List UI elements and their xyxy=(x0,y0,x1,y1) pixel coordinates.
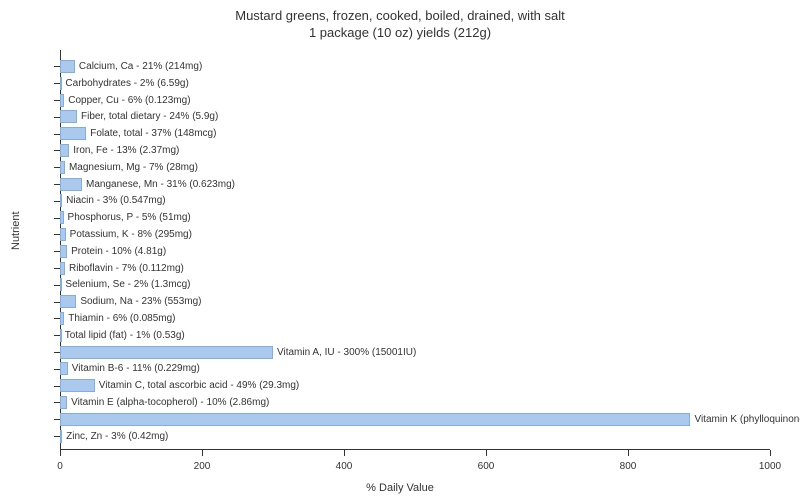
x-axis-label: % Daily Value xyxy=(366,482,434,494)
bar-row: Folate, total - 37% (148mcg) xyxy=(60,125,770,142)
nutrient-bar-label: Folate, total - 37% (148mcg) xyxy=(90,127,216,140)
nutrient-bar-label: Vitamin A, IU - 300% (15001IU) xyxy=(277,346,416,359)
x-tick-label: 800 xyxy=(620,461,637,472)
bar-row: Total lipid (fat) - 1% (0.53g) xyxy=(60,327,770,344)
nutrient-bar xyxy=(60,211,64,224)
bar-row: Thiamin - 6% (0.085mg) xyxy=(60,310,770,327)
bar-row: Vitamin B-6 - 11% (0.229mg) xyxy=(60,360,770,377)
nutrient-bar xyxy=(60,312,64,325)
plot-area: Calcium, Ca - 21% (214mg) Carbohydrates -… xyxy=(60,50,770,450)
bar-row: Magnesium, Mg - 7% (28mg) xyxy=(60,159,770,176)
chart-title: Mustard greens, frozen, cooked, boiled, … xyxy=(0,0,800,42)
nutrient-bar-label: Manganese, Mn - 31% (0.623mg) xyxy=(86,178,235,191)
x-tick xyxy=(60,450,61,456)
nutrient-bar xyxy=(60,430,62,443)
bar-row: Zinc, Zn - 3% (0.42mg) xyxy=(60,428,770,445)
title-line-2: 1 package (10 oz) yields (212g) xyxy=(309,25,491,40)
nutrient-bar-label: Calcium, Ca - 21% (214mg) xyxy=(79,60,202,73)
bar-row: Vitamin A, IU - 300% (15001IU) xyxy=(60,344,770,361)
nutrient-bar xyxy=(60,161,65,174)
bar-row: Riboflavin - 7% (0.112mg) xyxy=(60,260,770,277)
nutrient-bar-label: Protein - 10% (4.81g) xyxy=(71,245,166,258)
nutrient-bar xyxy=(60,262,65,275)
bar-row: Manganese, Mn - 31% (0.623mg) xyxy=(60,176,770,193)
x-tick xyxy=(486,450,487,456)
bar-row: Selenium, Se - 2% (1.3mcg) xyxy=(60,276,770,293)
nutrient-bar xyxy=(60,379,95,392)
bar-row: Vitamin C, total ascorbic acid - 49% (29… xyxy=(60,377,770,394)
nutrient-bar-label: Iron, Fe - 13% (2.37mg) xyxy=(73,144,179,157)
nutrient-bar-label: Copper, Cu - 6% (0.123mg) xyxy=(68,94,190,107)
nutrient-bar-label: Carbohydrates - 2% (6.59g) xyxy=(65,77,188,90)
nutrient-bar xyxy=(60,144,69,157)
nutrient-bar-label: Potassium, K - 8% (295mg) xyxy=(70,228,192,241)
x-tick-label: 200 xyxy=(194,461,211,472)
nutrient-bar xyxy=(60,110,77,123)
x-tick xyxy=(770,450,771,456)
x-tick xyxy=(628,450,629,456)
nutrient-bar-label: Niacin - 3% (0.547mg) xyxy=(66,194,165,207)
nutrient-bar-label: Selenium, Se - 2% (1.3mcg) xyxy=(65,278,190,291)
x-tick-label: 600 xyxy=(478,461,495,472)
nutrient-bar-label: Phosphorus, P - 5% (51mg) xyxy=(68,211,191,224)
x-tick-label: 400 xyxy=(336,461,353,472)
x-tick-label: 1000 xyxy=(759,461,781,472)
nutrient-bar xyxy=(60,127,86,140)
nutrient-bar xyxy=(60,228,66,241)
nutrient-bar xyxy=(60,77,62,90)
nutrient-bar xyxy=(60,362,68,375)
bar-row: Iron, Fe - 13% (2.37mg) xyxy=(60,142,770,159)
x-tick xyxy=(202,450,203,456)
bar-row: Vitamin E (alpha-tocopherol) - 10% (2.86… xyxy=(60,394,770,411)
x-tick xyxy=(344,450,345,456)
bar-row: Fiber, total dietary - 24% (5.9g) xyxy=(60,108,770,125)
title-line-1: Mustard greens, frozen, cooked, boiled, … xyxy=(235,8,565,23)
nutrient-bar xyxy=(60,396,67,409)
nutrient-bar-label: Vitamin C, total ascorbic acid - 49% (29… xyxy=(99,379,299,392)
bar-row: Niacin - 3% (0.547mg) xyxy=(60,192,770,209)
nutrient-bar-label: Vitamin E (alpha-tocopherol) - 10% (2.86… xyxy=(71,396,269,409)
nutrient-bar xyxy=(60,178,82,191)
nutrient-bar xyxy=(60,194,62,207)
nutrient-bar xyxy=(60,346,273,359)
bar-row: Potassium, K - 8% (295mg) xyxy=(60,226,770,243)
nutrient-bar xyxy=(60,60,75,73)
nutrient-bar-label: Vitamin B-6 - 11% (0.229mg) xyxy=(72,362,200,375)
nutrient-bar-label: Fiber, total dietary - 24% (5.9g) xyxy=(81,110,218,123)
nutrient-bar xyxy=(60,329,62,342)
bars-container: Calcium, Ca - 21% (214mg) Carbohydrates -… xyxy=(60,58,770,428)
nutrient-bar-label: Zinc, Zn - 3% (0.42mg) xyxy=(66,430,168,443)
nutrient-bar xyxy=(60,94,64,107)
bar-row: Phosphorus, P - 5% (51mg) xyxy=(60,209,770,226)
nutrient-chart: Mustard greens, frozen, cooked, boiled, … xyxy=(0,0,800,500)
nutrient-bar-label: Magnesium, Mg - 7% (28mg) xyxy=(69,161,198,174)
bar-row: Carbohydrates - 2% (6.59g) xyxy=(60,75,770,92)
bar-row: Protein - 10% (4.81g) xyxy=(60,243,770,260)
nutrient-bar-label: Vitamin K (phylloquinone) - 888% (710.4m… xyxy=(694,413,800,426)
nutrient-bar-label: Thiamin - 6% (0.085mg) xyxy=(68,312,175,325)
nutrient-bar-label: Riboflavin - 7% (0.112mg) xyxy=(69,262,184,275)
nutrient-bar xyxy=(60,245,67,258)
nutrient-bar xyxy=(60,413,690,426)
bar-row: Sodium, Na - 23% (553mg) xyxy=(60,293,770,310)
nutrient-bar-label: Sodium, Na - 23% (553mg) xyxy=(80,295,201,308)
bar-row: Copper, Cu - 6% (0.123mg) xyxy=(60,92,770,109)
nutrient-bar xyxy=(60,295,76,308)
x-tick-label: 0 xyxy=(57,461,63,472)
nutrient-bar xyxy=(60,278,62,291)
y-axis-label: Nutrient xyxy=(10,211,22,250)
bar-row: Vitamin K (phylloquinone) - 888% (710.4m… xyxy=(60,411,770,428)
nutrient-bar-label: Total lipid (fat) - 1% (0.53g) xyxy=(65,329,185,342)
bar-row: Calcium, Ca - 21% (214mg) xyxy=(60,58,770,75)
